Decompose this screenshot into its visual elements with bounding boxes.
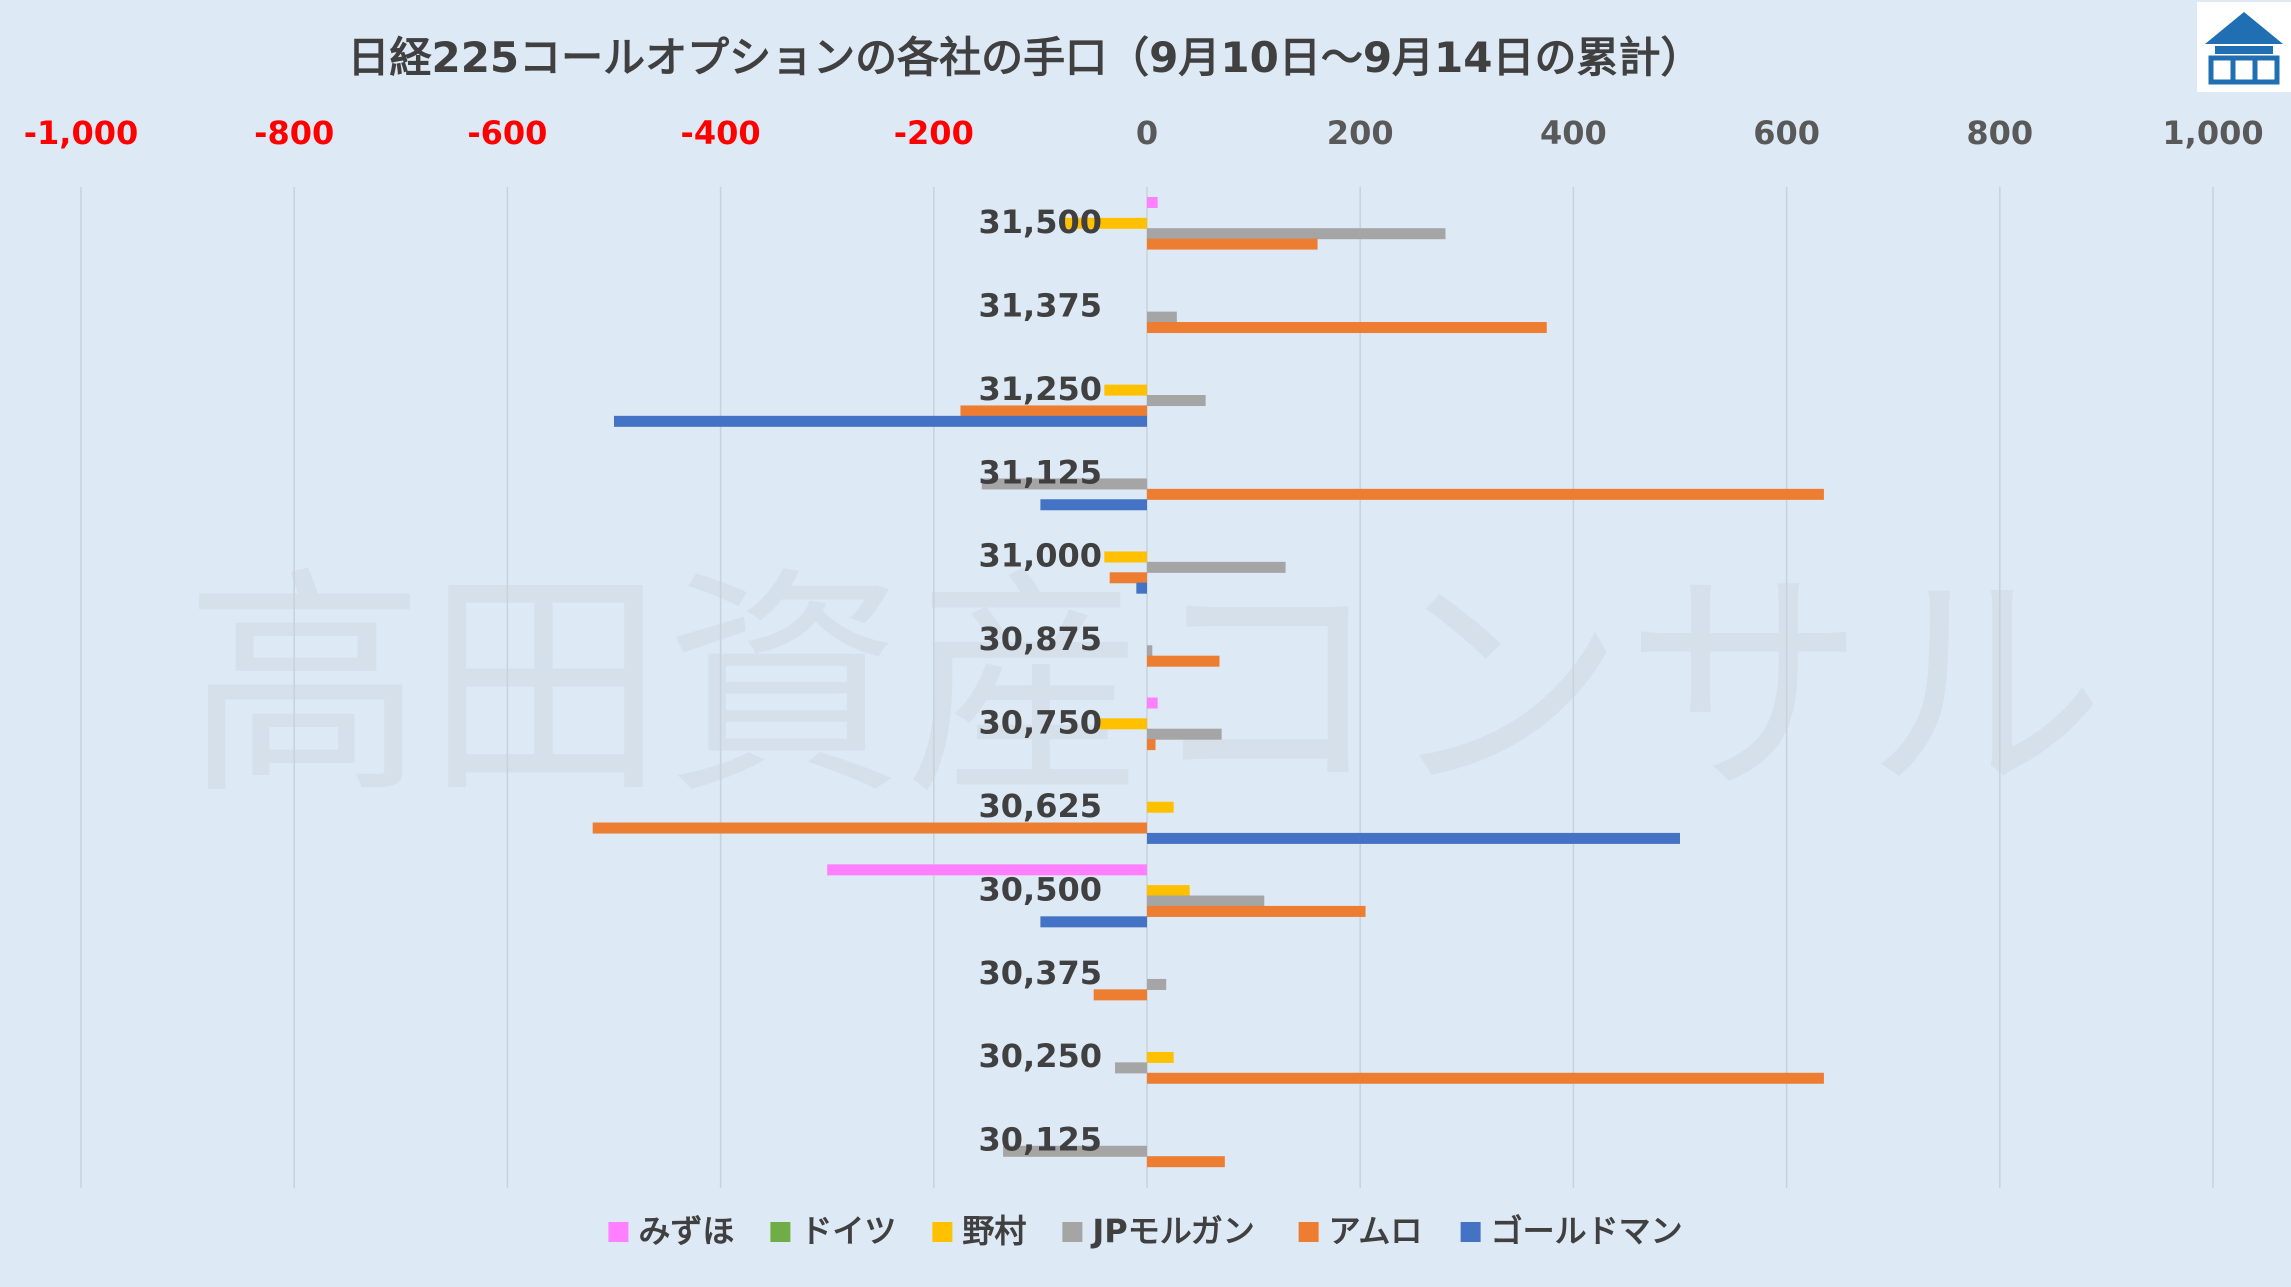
x-tick-label: -800 [254,114,334,152]
category-label: 30,625 [979,787,1102,825]
x-tick-label: 400 [1540,114,1607,152]
category-label: 30,875 [979,620,1102,658]
bar-3-8 [1147,895,1265,907]
category-label: 30,375 [979,954,1102,992]
bar-5-7 [1147,832,1680,844]
category-label: 31,250 [979,370,1102,408]
bar-4-4 [1109,572,1147,584]
bar-0-0 [1147,197,1158,208]
x-tick-label: -1,000 [24,114,139,152]
legend-swatch [1460,1222,1481,1242]
category-label: 31,000 [979,537,1102,575]
bar-4-2 [960,405,1147,417]
bar-2-4 [1104,551,1147,563]
legend-item: みずほ [608,1212,734,1250]
legend-label: 野村 [962,1212,1026,1250]
bar-3-2 [1147,395,1206,407]
bar-5-3 [1040,499,1147,511]
category-label: 30,250 [979,1037,1102,1075]
legend-label: みずほ [638,1212,734,1250]
legend-swatch [608,1222,629,1242]
house-logo-icon [2197,2,2291,92]
bar-5-4 [1136,582,1147,594]
bar-5-2 [614,415,1147,427]
bar-0-6 [1147,697,1158,709]
bar-4-0 [1147,238,1318,250]
bar-3-10 [1115,1062,1147,1074]
bar-3-4 [1147,561,1286,573]
legend: みずほ ドイツ 野村 JPモルガン アムロ ゴールドマン [608,1212,1683,1250]
category-label: 30,500 [979,870,1102,908]
legend-label: ゴールドマン [1491,1212,1683,1250]
bar-0-8 [827,864,1147,876]
legend-item: ドイツ [770,1212,896,1250]
bar-2-7 [1147,801,1174,813]
category-label: 31,125 [979,453,1102,491]
bar-4-9 [1093,989,1147,1001]
bar-3-9 [1147,978,1167,990]
bar-3-1 [1147,311,1177,323]
category-label: 31,375 [979,286,1102,324]
category-label: 31,500 [979,203,1102,241]
x-tick-label: -600 [467,114,547,152]
bar-4-11 [1147,1156,1225,1168]
legend-item: JPモルガン [1062,1212,1255,1250]
category-label: 30,750 [979,704,1102,742]
legend-label: ドイツ [800,1212,896,1250]
bar-4-5 [1147,655,1220,667]
grid-lines [80,187,2214,1188]
bar-3-0 [1147,228,1446,240]
bar-3-6 [1147,728,1222,740]
x-tick-label: 800 [1966,114,2033,152]
bar-4-10 [1147,1072,1824,1084]
bar-3-11 [1003,1145,1147,1157]
bar-2-0 [1061,217,1147,229]
bar-3-3 [981,478,1147,490]
legend-swatch [1062,1222,1083,1242]
x-tick-label: 600 [1753,114,1820,152]
chart-title: 日経225コールオプションの各社の手口（9月10日～9月14日の累計） [347,33,1702,82]
x-tick-label: -400 [681,114,761,152]
legend-label: JPモルガン [1090,1212,1254,1250]
legend-item: アムロ [1298,1212,1423,1250]
category-label: 30,125 [979,1121,1102,1159]
legend-label: アムロ [1329,1212,1423,1250]
legend-swatch [1298,1222,1319,1242]
bar-2-10 [1147,1051,1174,1063]
bar-2-6 [1099,718,1147,730]
legend-item: 野村 [932,1212,1026,1250]
x-tick-label: 200 [1327,114,1394,152]
x-tick-label: -200 [894,114,974,152]
bar-4-6 [1147,739,1156,751]
bar-4-7 [592,822,1147,834]
x-tick-label: 0 [1136,114,1158,152]
legend-swatch [932,1222,953,1242]
bar-4-3 [1147,488,1824,500]
bar-3-5 [1147,645,1153,657]
bar-5-8 [1040,916,1147,928]
x-axis-ticks: -1,000 -800 -600 -400 -200 0 200 400 600 800 1,000 [24,114,2264,152]
bars [592,197,1824,1168]
bar-4-1 [1147,322,1547,334]
legend-swatch [770,1222,791,1242]
legend-item: ゴールドマン [1460,1212,1683,1250]
bar-2-2 [1104,384,1147,396]
category-labels: 31,500 31,375 31,250 31,125 31,000 30,875 30,7… [979,203,1102,1159]
x-tick-label: 1,000 [2162,114,2263,152]
bar-4-8 [1147,905,1366,917]
bar-2-8 [1147,885,1190,897]
